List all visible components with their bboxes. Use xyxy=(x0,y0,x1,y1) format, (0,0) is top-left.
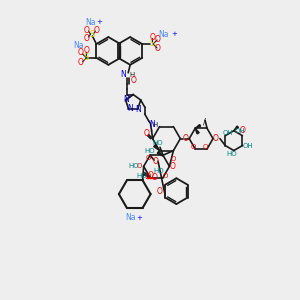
Polygon shape xyxy=(195,124,201,128)
Text: H: H xyxy=(129,72,134,78)
Text: O: O xyxy=(155,34,161,43)
Text: O: O xyxy=(130,76,136,85)
Text: O: O xyxy=(155,44,161,53)
Text: N: N xyxy=(128,104,134,113)
Text: O: O xyxy=(213,134,219,143)
Text: O: O xyxy=(93,26,99,34)
Text: O: O xyxy=(137,164,142,169)
Text: N: N xyxy=(135,105,141,114)
Text: O: O xyxy=(156,187,162,196)
Text: O: O xyxy=(146,155,151,161)
Text: O: O xyxy=(152,173,158,182)
Text: Na: Na xyxy=(73,41,84,50)
Text: O: O xyxy=(202,144,208,150)
Text: OH: OH xyxy=(223,130,233,136)
Text: HO: HO xyxy=(153,140,163,146)
Polygon shape xyxy=(195,128,199,134)
Text: Na: Na xyxy=(85,18,96,27)
Text: N: N xyxy=(121,70,126,79)
Text: O: O xyxy=(83,26,89,34)
Text: OH: OH xyxy=(235,128,245,134)
Text: +: + xyxy=(96,19,102,25)
Text: O: O xyxy=(239,126,245,135)
Text: N: N xyxy=(150,120,155,129)
Text: O: O xyxy=(171,155,176,161)
Text: O: O xyxy=(144,129,150,138)
Text: S: S xyxy=(90,30,95,39)
Text: O: O xyxy=(78,58,83,67)
Text: O: O xyxy=(148,171,154,180)
Polygon shape xyxy=(154,145,160,151)
Text: +: + xyxy=(137,215,142,221)
Text: N: N xyxy=(124,95,130,104)
Text: O: O xyxy=(169,162,175,171)
Polygon shape xyxy=(234,126,239,131)
Text: S: S xyxy=(84,53,89,62)
Text: OH: OH xyxy=(243,142,254,148)
Text: HO: HO xyxy=(226,152,237,158)
Text: O: O xyxy=(83,46,89,56)
Text: +: + xyxy=(171,31,177,37)
Text: O: O xyxy=(83,34,89,43)
Text: Na: Na xyxy=(125,213,136,222)
Polygon shape xyxy=(143,172,150,178)
Text: O: O xyxy=(182,134,188,143)
Text: Na: Na xyxy=(159,30,169,39)
Text: HO: HO xyxy=(137,172,148,178)
Text: HO: HO xyxy=(144,148,155,154)
Text: H: H xyxy=(153,122,158,128)
Text: O: O xyxy=(146,172,151,178)
Text: HO: HO xyxy=(128,164,139,169)
Polygon shape xyxy=(157,151,163,156)
Text: O: O xyxy=(162,172,168,178)
Text: HO: HO xyxy=(154,168,164,174)
Text: O: O xyxy=(153,157,159,166)
Text: /: / xyxy=(203,118,206,127)
Text: S: S xyxy=(149,40,155,49)
Text: O: O xyxy=(149,33,155,42)
Text: O: O xyxy=(78,48,83,57)
Text: O: O xyxy=(190,144,196,150)
